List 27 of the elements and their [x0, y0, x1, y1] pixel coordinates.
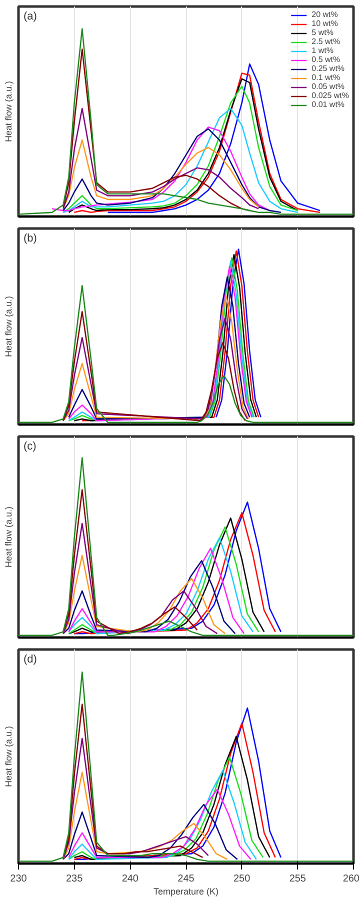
- legend-label: 0.1 wt%: [312, 73, 340, 82]
- legend-label: 2.5 wt%: [312, 37, 340, 46]
- y-axis-title: Heat flow (a.u.): [4, 296, 14, 358]
- x-tick-label: 230: [10, 874, 28, 884]
- x-axis-title: Temperature (K): [153, 886, 219, 896]
- y-axis-title: Heat flow (a.u.): [4, 506, 14, 568]
- legend-label: 10 wt%: [312, 19, 338, 28]
- x-tick-label: 235: [66, 874, 84, 884]
- legend-label: 0.01 wt%: [312, 100, 345, 109]
- legend-label: 5 wt%: [312, 28, 334, 37]
- legend-label: 0.025 wt%: [312, 91, 349, 100]
- text: (c): [24, 440, 36, 452]
- x-tick-label: 250: [233, 874, 251, 884]
- text: (b): [24, 232, 37, 244]
- x-tick-label: 255: [289, 874, 306, 884]
- x-tick-label: 260: [342, 874, 359, 884]
- text: (d): [24, 654, 37, 666]
- y-axis-title: Heat flow (a.u.): [4, 80, 14, 142]
- legend-label: 20 wt%: [312, 10, 338, 19]
- y-axis-title: Heat flow (a.u.): [4, 726, 14, 788]
- legend-label: 0.25 wt%: [312, 64, 345, 73]
- x-tick-label: 245: [178, 874, 195, 884]
- legend-label: 0.05 wt%: [312, 82, 345, 91]
- legend-label: 0.5 wt%: [312, 55, 340, 64]
- text: (a): [24, 10, 37, 22]
- legend-label: 1 wt%: [312, 46, 334, 55]
- x-tick-label: 240: [122, 874, 139, 884]
